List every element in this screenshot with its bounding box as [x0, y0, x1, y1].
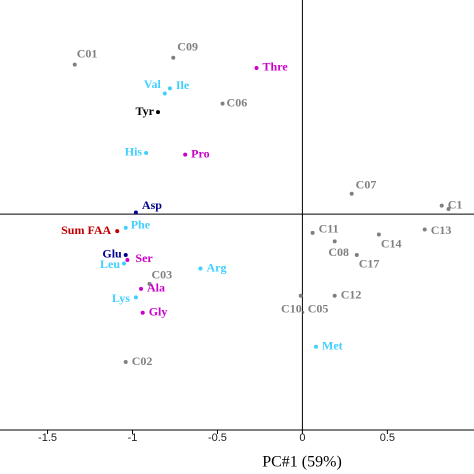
point: [133, 210, 138, 215]
point-label: Phe: [131, 217, 151, 231]
point-label: Thre: [263, 60, 289, 74]
point-label: Leu: [100, 257, 120, 271]
point: [171, 55, 176, 60]
point: [254, 65, 259, 70]
x-tick-label: -0.5: [208, 432, 227, 444]
point: [162, 91, 167, 96]
point: [310, 230, 315, 235]
point: [332, 239, 337, 244]
point: [115, 229, 120, 234]
point: [123, 252, 128, 257]
point-label: Ile: [176, 78, 190, 92]
point-label: Ser: [135, 251, 153, 265]
point: [144, 150, 149, 155]
point: [298, 293, 303, 298]
point-label: C11: [319, 222, 339, 236]
point: [123, 360, 128, 365]
point: [156, 110, 160, 115]
point: [140, 310, 145, 315]
point-label: Lys: [112, 291, 130, 305]
point-label: C1: [448, 197, 463, 211]
point-label: Pro: [191, 146, 209, 160]
point-label: C07: [356, 178, 377, 192]
point-label: C02: [132, 354, 153, 368]
point-label: C14: [381, 236, 402, 250]
point-label: C09: [177, 40, 198, 54]
x-tick-label: -1: [128, 432, 138, 444]
point-label: Asp: [142, 198, 162, 212]
point-label: C10, C05: [281, 301, 328, 315]
point: [349, 191, 354, 196]
point: [72, 62, 77, 67]
point: [354, 252, 359, 257]
point: [314, 344, 318, 349]
point-label: Val: [144, 77, 162, 91]
point-label: C08: [328, 245, 349, 259]
x-axis-label: PC#1 (59%): [262, 454, 342, 471]
point: [446, 207, 451, 212]
point: [139, 286, 144, 291]
point-label: Glu: [102, 247, 122, 261]
point-label: Ala: [147, 281, 165, 295]
point: [122, 261, 127, 266]
point: [376, 232, 381, 237]
point: [220, 101, 225, 106]
x-tick-label: 0: [299, 432, 305, 444]
x-tick-label: -1.5: [38, 432, 57, 444]
point-label: Gly: [149, 304, 168, 318]
point-label: Met: [322, 338, 343, 352]
point: [147, 281, 152, 286]
point-label: C12: [341, 287, 362, 301]
point: [439, 203, 444, 208]
point-label: His: [125, 145, 143, 159]
point: [125, 258, 130, 263]
point-label: Arg: [206, 260, 226, 274]
point: [332, 293, 337, 298]
point: [198, 266, 203, 271]
point: [167, 86, 172, 91]
point-label: C06: [227, 95, 248, 109]
point-label: C03: [152, 268, 173, 282]
point-label: Sum FAA: [61, 223, 111, 237]
point: [183, 152, 188, 157]
point: [133, 295, 138, 300]
point-label: C13: [431, 223, 452, 237]
point-label: C01: [77, 46, 98, 60]
point-label: C17: [359, 257, 380, 271]
point: [123, 225, 128, 230]
point-label: Tyr: [136, 104, 155, 118]
x-tick-label: 0.5: [380, 432, 395, 444]
point: [422, 227, 427, 232]
